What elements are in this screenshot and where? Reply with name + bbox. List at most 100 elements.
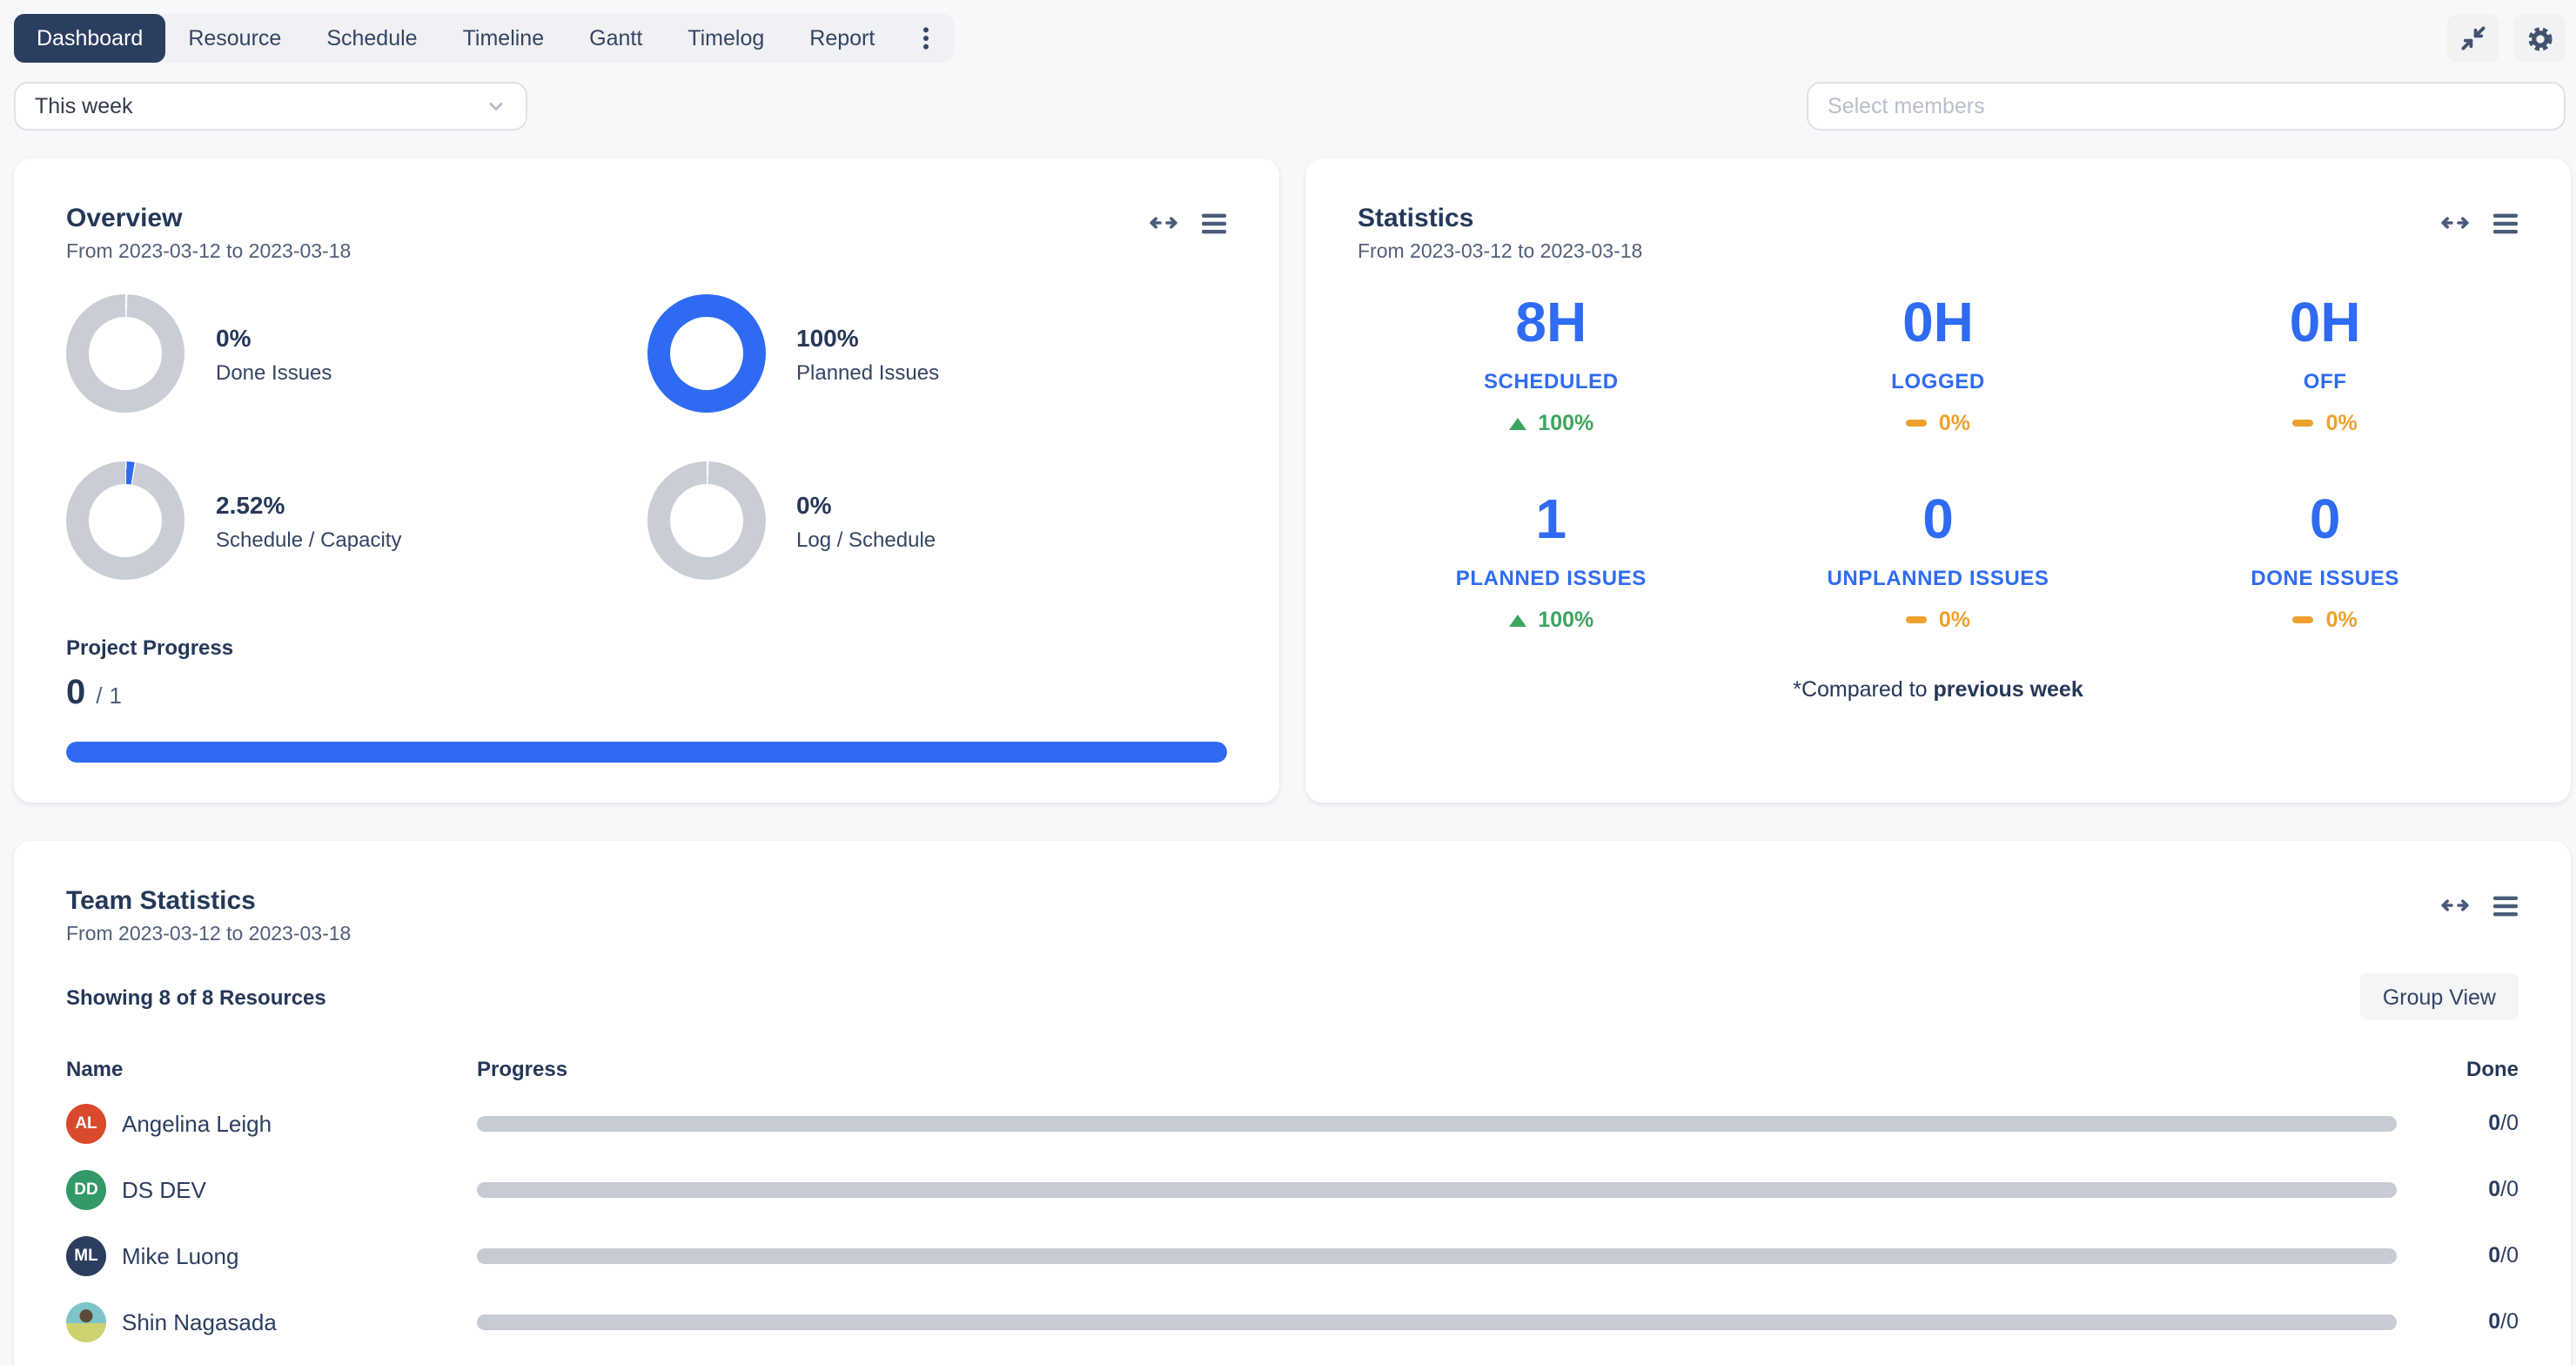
avatar: ML <box>66 1235 106 1275</box>
member-name: Shin Nagasada <box>122 1308 277 1335</box>
project-progress-bar <box>66 742 1227 763</box>
avatar <box>66 1301 106 1341</box>
nav-tab-gantt[interactable]: Gantt <box>589 26 643 50</box>
period-select-value: This week <box>35 94 133 118</box>
nav-more-button[interactable] <box>897 14 953 63</box>
metric-delta-value: 100% <box>1538 608 1594 632</box>
avatar: DD <box>66 1169 106 1209</box>
period-select[interactable]: This week <box>14 82 527 131</box>
metric-label: PLANNED ISSUES <box>1455 566 1647 590</box>
metric-label: LOGGED <box>1891 369 1985 393</box>
donut-label: Schedule / Capacity <box>216 527 402 551</box>
nav-tab-timelog[interactable]: Timelog <box>688 26 765 50</box>
metric-value: 0 <box>2309 488 2341 550</box>
table-row[interactable]: ML Mike Luong 0/0 <box>66 1222 2519 1288</box>
planned-issues-donut-chart <box>647 294 765 413</box>
overview-resize-button[interactable] <box>1149 211 1178 235</box>
member-progress-bar <box>477 1314 2397 1329</box>
hamburger-menu-icon <box>1202 212 1226 233</box>
donut-value: 0% <box>796 490 832 518</box>
column-header-done: Done <box>2466 1057 2519 1081</box>
collapse-icon <box>2461 26 2485 50</box>
hamburger-menu-icon <box>2493 895 2518 916</box>
nav-tab-resource[interactable]: Resource <box>188 26 282 50</box>
overview-donut-grid: 0% Done Issues 100% Planned Issues 2.52%… <box>66 294 1227 580</box>
trend-flat-icon <box>1905 419 1927 427</box>
member-progress-bar <box>477 1181 2397 1197</box>
nav-tab-dashboard[interactable]: Dashboard <box>14 14 166 63</box>
footnote-bold: previous week <box>1933 677 2083 702</box>
metric-label: UNPLANNED ISSUES <box>1827 566 2049 590</box>
avatar: AL <box>66 1103 106 1143</box>
resize-horizontal-icon <box>1150 217 1177 229</box>
team-title: Team Statistics <box>66 886 256 916</box>
statistics-menu-button[interactable] <box>2492 212 2519 234</box>
collapse-button[interactable] <box>2447 14 2499 63</box>
kebab-menu-icon <box>922 27 929 50</box>
metric-planned-issues: 1 PLANNED ISSUES 100% <box>1358 488 1745 632</box>
team-showing-count: Showing 8 of 8 Resources <box>66 985 326 1009</box>
settings-gear-icon <box>2527 26 2552 50</box>
group-view-button[interactable]: Group View <box>2359 973 2519 1020</box>
project-progress-fill <box>66 742 1227 763</box>
table-row[interactable]: AL Angelina Leigh 0/0 <box>66 1090 2519 1156</box>
donut-value: 2.52% <box>216 490 285 518</box>
donut-label: Log / Schedule <box>796 527 936 551</box>
overview-menu-button[interactable] <box>1201 212 1227 234</box>
statistics-resize-button[interactable] <box>2440 211 2470 235</box>
metric-done-issues: 0 DONE ISSUES 0% <box>2131 488 2519 632</box>
project-progress-count: 0 / 1 <box>66 674 1227 714</box>
table-row[interactable]: Shin Nagasada 0/0 <box>66 1288 2519 1355</box>
project-progress-label: Project Progress <box>66 635 234 660</box>
team-menu-button[interactable] <box>2492 894 2519 917</box>
member-progress-bar <box>477 1247 2397 1263</box>
donut-schedule-capacity: 2.52% Schedule / Capacity <box>66 461 647 580</box>
metric-value: 0H <box>1902 291 1974 353</box>
donut-value: 100% <box>796 323 859 351</box>
donut-planned-issues: 100% Planned Issues <box>647 294 1227 413</box>
schedule-capacity-donut-chart <box>66 461 184 580</box>
top-right-actions <box>2447 14 2566 63</box>
done-count: 0/0 <box>2488 1309 2519 1334</box>
footnote-prefix: *Compared to <box>1793 677 1934 702</box>
member-name: Angelina Leigh <box>122 1110 272 1136</box>
column-header-name: Name <box>66 1057 124 1081</box>
team-table-header: Name Progress Done <box>66 1048 2519 1090</box>
metric-value: 1 <box>1535 488 1567 550</box>
nav-tab-report[interactable]: Report <box>809 26 875 50</box>
donut-label: Planned Issues <box>796 360 940 384</box>
trend-up-icon <box>1508 614 1526 626</box>
table-row[interactable]: DD DS DEV 0/0 <box>66 1156 2519 1222</box>
team-resize-button[interactable] <box>2440 893 2470 918</box>
team-date-range: From 2023-03-12 to 2023-03-18 <box>66 925 352 945</box>
statistics-card: Statistics From 2023-03-12 to 2023-03-18 <box>1305 158 2571 803</box>
select-members-input[interactable] <box>1807 82 2566 131</box>
metric-off: 0H OFF 0% <box>2131 291 2519 435</box>
metric-logged: 0H LOGGED 0% <box>1745 291 2132 435</box>
metric-delta-value: 0% <box>1938 411 1971 435</box>
metric-unplanned-issues: 0 UNPLANNED ISSUES 0% <box>1745 488 2132 632</box>
resize-horizontal-icon <box>2441 217 2469 229</box>
member-name: Mike Luong <box>122 1242 239 1268</box>
team-statistics-card: Team Statistics From 2023-03-12 to 2023-… <box>14 841 2571 1365</box>
nav-tab-timeline[interactable]: Timeline <box>462 26 545 50</box>
done-issues-donut-chart <box>66 294 184 413</box>
trend-flat-icon <box>2292 615 2314 624</box>
metric-label: OFF <box>2303 369 2347 393</box>
hamburger-menu-icon <box>2493 212 2518 233</box>
trend-flat-icon <box>2292 419 2314 427</box>
nav-tab-schedule[interactable]: Schedule <box>326 26 418 50</box>
metric-scheduled: 8H SCHEDULED 100% <box>1358 291 1745 435</box>
team-table: Name Progress Done AL Angelina Leigh 0/0… <box>66 1048 2519 1355</box>
metric-delta-value: 100% <box>1538 411 1594 435</box>
overview-date-range: From 2023-03-12 to 2023-03-18 <box>66 242 352 263</box>
statistics-metric-grid: 8H SCHEDULED 100% 0H LOGGED 0% 0H OFF 0%… <box>1358 291 2519 632</box>
log-schedule-donut-chart <box>647 461 765 580</box>
metric-delta-value: 0% <box>2325 608 2358 632</box>
metric-delta-value: 0% <box>1938 608 1971 632</box>
statistics-date-range: From 2023-03-12 to 2023-03-18 <box>1358 242 1643 263</box>
column-header-progress: Progress <box>477 1057 568 1081</box>
member-name: DS DEV <box>122 1176 206 1202</box>
settings-button[interactable] <box>2513 14 2566 63</box>
